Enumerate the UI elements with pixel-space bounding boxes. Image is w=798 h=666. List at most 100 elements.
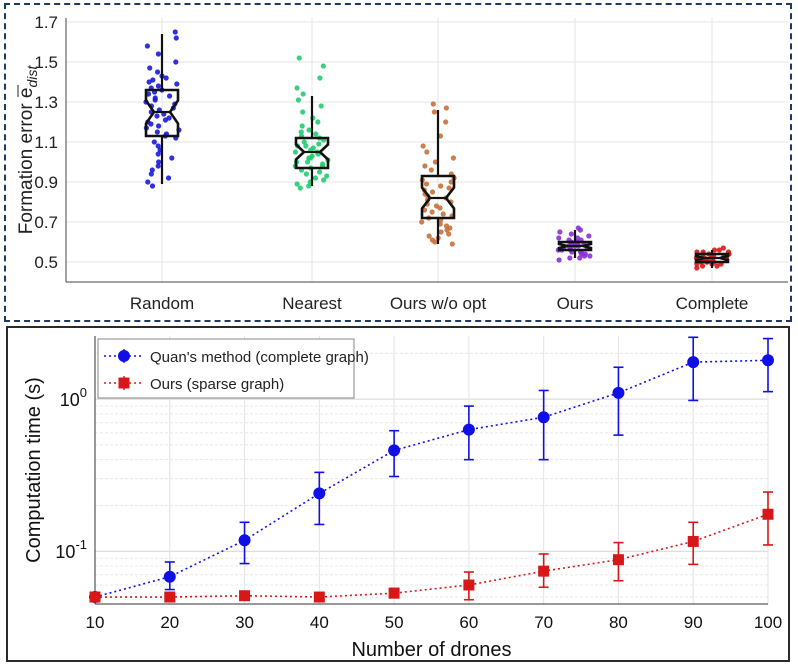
- data-point: [144, 43, 151, 49]
- data-point: [426, 233, 432, 239]
- y-tick-label: 100: [60, 385, 87, 410]
- data-point: [556, 235, 562, 241]
- y-tick-label: 1.5: [34, 53, 58, 72]
- x-tick-label: 40: [310, 613, 329, 632]
- y-tick-label: 1.3: [34, 93, 58, 112]
- data-point: [437, 205, 443, 211]
- x-tick-label: 20: [160, 613, 179, 632]
- x-tick-label: 100: [754, 613, 782, 632]
- data-point: [148, 121, 154, 127]
- data-point: [294, 181, 300, 187]
- data-point: [148, 171, 154, 177]
- y-tick-label: 0.9: [34, 173, 58, 192]
- data-point: [567, 255, 573, 261]
- notched-box: [694, 252, 730, 264]
- data-point: [699, 263, 706, 269]
- data-point: [420, 143, 426, 149]
- x-tick-label: 50: [385, 613, 404, 632]
- data-point: [173, 35, 179, 41]
- data-point: [423, 181, 430, 187]
- data-point: [324, 173, 330, 179]
- data-point: [321, 177, 327, 183]
- legend-marker: [118, 377, 130, 389]
- legend-label: Quan's method (complete graph): [150, 349, 369, 366]
- data-point: [238, 534, 251, 547]
- data-point: [89, 591, 101, 603]
- data-point: [586, 233, 592, 239]
- data-point: [388, 444, 401, 457]
- data-point: [419, 219, 425, 225]
- data-point: [428, 167, 434, 173]
- data-point: [313, 591, 325, 603]
- data-point: [440, 211, 446, 217]
- data-point: [577, 227, 584, 233]
- data-point: [431, 109, 437, 115]
- data-point: [694, 265, 700, 271]
- data-point: [320, 63, 326, 69]
- data-point: [577, 255, 583, 261]
- data-point: [155, 83, 162, 89]
- data-point: [429, 209, 435, 215]
- x-tick-label: 60: [459, 613, 478, 632]
- data-point: [424, 149, 430, 155]
- data-point: [306, 183, 312, 189]
- data-point: [587, 253, 593, 259]
- data-point: [388, 587, 400, 599]
- notched-box: [557, 240, 593, 252]
- data-point: [162, 117, 169, 123]
- data-point: [154, 129, 160, 135]
- data-point: [147, 65, 153, 71]
- data-point: [169, 155, 175, 161]
- data-point: [687, 535, 699, 547]
- y-tick-label: 1.1: [34, 133, 58, 152]
- x-tick-label: Complete: [676, 294, 749, 313]
- x-tick-label: 10: [86, 613, 105, 632]
- data-point: [537, 411, 550, 424]
- data-point: [304, 159, 311, 165]
- data-point: [151, 139, 157, 145]
- data-point: [164, 591, 176, 603]
- y-axis-label: Computation time (s): [23, 377, 45, 563]
- legend-box: [97, 338, 355, 399]
- data-point: [174, 81, 180, 87]
- data-point: [172, 29, 178, 35]
- data-point: [301, 139, 307, 145]
- data-point: [432, 159, 438, 165]
- data-point: [581, 253, 588, 259]
- y-tick-label: 0.7: [34, 213, 58, 232]
- data-point: [173, 59, 179, 65]
- data-point: [432, 239, 438, 245]
- data-point: [156, 159, 162, 165]
- data-point: [716, 247, 722, 253]
- data-point: [306, 155, 312, 161]
- series-line: [95, 513, 769, 598]
- data-point: [300, 91, 306, 97]
- x-tick-label: 30: [235, 613, 254, 632]
- data-point: [612, 386, 625, 399]
- data-point: [152, 97, 158, 103]
- data-point: [448, 179, 454, 185]
- data-point: [557, 229, 563, 235]
- data-point: [556, 257, 562, 263]
- data-point: [155, 163, 161, 169]
- data-point: [145, 179, 151, 185]
- data-point: [155, 51, 162, 57]
- data-point: [313, 131, 319, 137]
- y-axis-label: Formation error edist: [16, 65, 40, 235]
- data-point: [295, 97, 302, 103]
- data-point: [298, 129, 304, 135]
- data-point: [306, 127, 312, 133]
- data-point: [149, 183, 156, 189]
- data-point: [146, 79, 152, 85]
- data-point: [318, 103, 324, 109]
- legend-marker: [118, 350, 130, 362]
- data-point: [313, 487, 326, 500]
- data-point: [437, 133, 444, 139]
- data-point: [163, 75, 169, 81]
- x-tick-label: Random: [130, 294, 194, 313]
- data-point: [711, 247, 718, 253]
- data-point: [720, 245, 726, 251]
- data-point: [714, 263, 720, 269]
- data-point: [438, 183, 444, 189]
- data-point: [446, 185, 452, 191]
